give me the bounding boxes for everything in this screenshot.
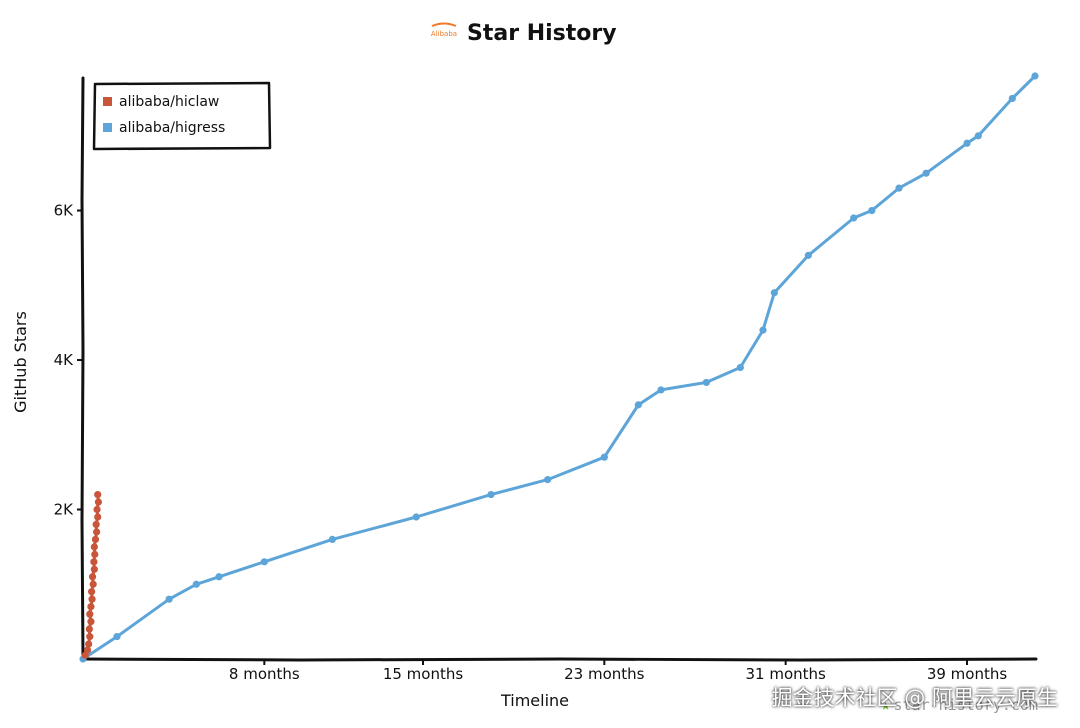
data-point-higress: [736, 363, 744, 372]
x-tick-label: 31 months: [745, 665, 826, 683]
data-point-higress: [895, 184, 903, 192]
data-point-hiclaw: [93, 528, 101, 536]
y-tick-label: 6K: [54, 202, 75, 220]
x-tick-label: 39 months: [927, 665, 1008, 683]
data-point-hiclaw: [94, 490, 102, 499]
data-point-hiclaw: [85, 625, 93, 633]
data-point-higress: [922, 169, 930, 177]
data-point-higress: [850, 214, 858, 222]
data-point-hiclaw: [91, 535, 100, 544]
alibaba-logo: Alibaba: [431, 22, 457, 38]
data-point-hiclaw: [94, 513, 102, 521]
data-point-higress: [770, 289, 778, 297]
watermark-text: 掘金技术社区 @ 阿里云云原生: [771, 686, 1058, 710]
x-tick-label: 8 months: [229, 665, 300, 683]
data-point-hiclaw: [87, 618, 95, 626]
data-point-higress: [1031, 72, 1039, 80]
legend-label-higress: alibaba/higress: [119, 120, 225, 136]
data-point-higress: [328, 535, 336, 544]
series-layer: [79, 72, 1039, 663]
x-tick-label: 23 months: [564, 665, 645, 683]
data-point-hiclaw: [94, 498, 103, 506]
data-point-higress: [165, 595, 173, 603]
data-point-higress: [759, 326, 767, 334]
data-point-higress: [634, 401, 642, 409]
data-point-higress: [412, 513, 420, 521]
data-point-hiclaw: [88, 588, 96, 596]
star-history-site-mark: ★ star-history.com: [881, 695, 1038, 714]
data-point-hiclaw: [93, 505, 101, 514]
legend-swatch-higress: [103, 123, 112, 132]
data-point-hiclaw: [87, 603, 95, 611]
chart-title: Star History: [467, 21, 617, 46]
axis-ticks: 8 months 15 months 23 months 31 months 39 mo…: [54, 202, 1008, 683]
star-history-site-text: star-history.com: [893, 696, 1039, 714]
data-point-hiclaw: [88, 573, 97, 581]
y-axis-title: GitHub Stars: [11, 311, 30, 413]
data-point-higress: [544, 476, 552, 484]
data-point-higress: [963, 139, 971, 147]
data-point-higress: [1008, 94, 1016, 103]
y-axis-line: [80, 76, 85, 661]
data-point-higress: [804, 251, 812, 259]
data-point-hiclaw: [91, 550, 99, 558]
data-point-higress: [260, 558, 268, 566]
x-tick-label: 15 months: [383, 665, 464, 683]
legend-label-hiclaw: alibaba/hiclaw: [119, 94, 219, 110]
data-point-hiclaw: [85, 640, 93, 648]
legend-swatch-hiclaw: [103, 97, 112, 106]
data-point-hiclaw: [92, 520, 100, 529]
series-line-higress: [81, 74, 1037, 661]
data-point-hiclaw: [86, 610, 94, 618]
data-point-hiclaw: [88, 595, 96, 603]
data-point-higress: [215, 573, 223, 581]
data-point-higress: [657, 386, 665, 394]
data-point-hiclaw: [83, 646, 92, 654]
x-axis-title: Timeline: [500, 691, 569, 710]
data-point-higress: [113, 632, 121, 641]
legend-box: [92, 81, 272, 151]
data-point-hiclaw: [89, 580, 97, 588]
data-point-higress: [974, 132, 982, 140]
data-point-hiclaw: [90, 558, 98, 566]
chart-title-group: Alibaba Star History: [431, 21, 617, 46]
data-point-higress: [192, 580, 200, 588]
alibaba-logo-text: Alibaba: [431, 30, 457, 38]
x-axis-line: [80, 657, 1038, 662]
star-icon: ★: [880, 695, 891, 714]
data-point-higress: [868, 206, 876, 215]
data-point-higress: [702, 378, 710, 387]
data-point-higress: [487, 490, 495, 499]
legend: alibaba/hiclaw alibaba/higress: [92, 81, 272, 151]
data-point-hiclaw: [90, 543, 98, 551]
data-point-hiclaw: [90, 565, 98, 573]
data-point-hiclaw: [86, 632, 94, 641]
y-tick-label: 2K: [54, 501, 75, 519]
y-tick-label: 4K: [54, 351, 75, 369]
data-point-higress: [600, 453, 608, 461]
